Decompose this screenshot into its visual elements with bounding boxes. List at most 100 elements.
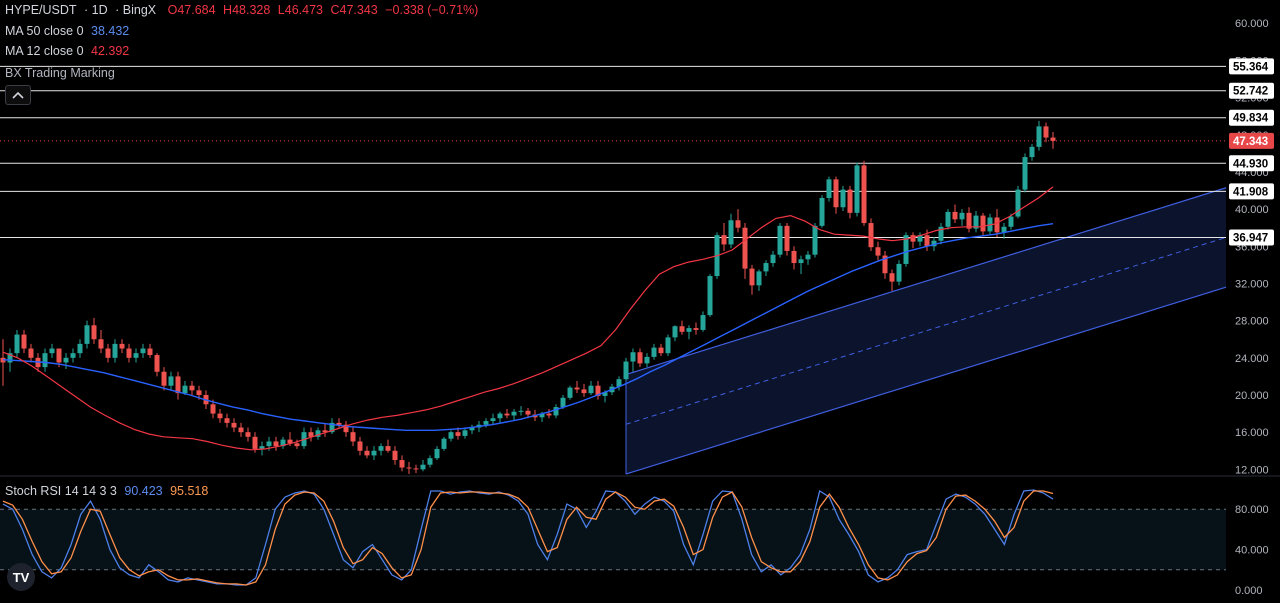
candle-body bbox=[693, 328, 699, 330]
candle-body bbox=[462, 430, 468, 436]
candle-body bbox=[413, 468, 419, 470]
level-label: 36.947 bbox=[1233, 232, 1268, 244]
candle-body bbox=[511, 411, 517, 416]
symbol-interval[interactable]: HYPE/USDT · 1D · BingX bbox=[5, 3, 157, 17]
candle-body bbox=[392, 450, 398, 461]
candle-body bbox=[777, 225, 783, 255]
candle-body bbox=[875, 247, 881, 256]
last-price-label: 47.343 bbox=[1233, 136, 1268, 148]
price-axis[interactable]: 12.00016.00020.00024.00028.00032.00036.0… bbox=[1229, 18, 1274, 476]
candle-body bbox=[245, 432, 251, 437]
candle-body bbox=[749, 268, 755, 286]
ohlc-high: H48.328 bbox=[223, 3, 271, 17]
candle-body bbox=[903, 235, 909, 264]
candle-body bbox=[105, 348, 111, 358]
candle-body bbox=[791, 250, 797, 264]
indicator-legend[interactable]: BX Trading Marking bbox=[5, 66, 115, 80]
candle-body bbox=[707, 276, 713, 316]
candle-body bbox=[336, 422, 342, 425]
candle-body bbox=[280, 439, 286, 447]
candle-body bbox=[427, 458, 433, 465]
candle-body bbox=[49, 348, 55, 354]
candle-body bbox=[504, 413, 510, 416]
candle-body bbox=[686, 328, 692, 332]
candle-body bbox=[546, 413, 552, 416]
chevron-up-icon bbox=[12, 91, 24, 99]
candle-body bbox=[364, 450, 370, 456]
candle-body bbox=[91, 325, 97, 340]
candle-body bbox=[378, 446, 384, 451]
candle-body bbox=[168, 376, 174, 386]
channel-fill bbox=[626, 187, 1226, 474]
candle-body bbox=[882, 255, 888, 274]
candle-body bbox=[924, 235, 930, 247]
channel-upper-line bbox=[625, 187, 1227, 376]
candle-body bbox=[637, 352, 643, 364]
level-badge bbox=[1229, 183, 1274, 200]
ma12-label: MA 12 close 0 bbox=[5, 44, 84, 58]
candle-body bbox=[7, 353, 13, 363]
interval-label: 1D bbox=[91, 3, 108, 17]
candle-body bbox=[259, 446, 265, 449]
candle-body bbox=[616, 379, 622, 387]
chart-legend: HYPE/USDT · 1D · BingX O47.684 H48.328 L… bbox=[5, 2, 482, 18]
ma12-line bbox=[2, 186, 1054, 451]
candle-body bbox=[161, 371, 167, 386]
stoch-rsi-label: Stoch RSI 14 14 3 3 bbox=[5, 484, 117, 498]
stoch-rsi-legend[interactable]: Stoch RSI 14 14 3 3 90.423 95.518 bbox=[5, 483, 212, 499]
level-badge bbox=[1229, 109, 1274, 126]
candle-body bbox=[133, 353, 139, 358]
candle-body bbox=[917, 235, 923, 242]
price-tick-label: 28.000 bbox=[1235, 316, 1269, 328]
tradingview-logo-icon[interactable]: TV bbox=[7, 563, 35, 591]
candle-body bbox=[854, 165, 860, 213]
candle-body bbox=[343, 424, 349, 433]
price-tick-label: 60.000 bbox=[1235, 18, 1269, 30]
collapse-legend-button[interactable] bbox=[5, 85, 31, 105]
candle-body bbox=[868, 223, 874, 248]
level-label: 55.364 bbox=[1233, 61, 1269, 73]
level-badge bbox=[1229, 155, 1274, 172]
candle-body bbox=[63, 357, 69, 363]
candle-body bbox=[308, 432, 314, 437]
candle-body bbox=[147, 348, 153, 356]
candle-body bbox=[224, 418, 230, 423]
candle-body bbox=[602, 392, 608, 396]
candle-body bbox=[763, 263, 769, 272]
ma50-value: 38.432 bbox=[91, 24, 130, 38]
candle-body bbox=[966, 212, 972, 229]
level-label: 52.742 bbox=[1233, 86, 1268, 98]
level-label: 49.834 bbox=[1233, 113, 1269, 125]
candle-body bbox=[84, 325, 90, 344]
candle-body bbox=[931, 240, 937, 247]
candle-body bbox=[490, 418, 496, 422]
candle-body bbox=[231, 422, 237, 428]
candle-body bbox=[784, 225, 790, 251]
level-badge bbox=[1229, 229, 1274, 246]
candle-body bbox=[574, 387, 580, 390]
stoch-k-line bbox=[2, 489, 1054, 586]
candle-body bbox=[889, 273, 895, 282]
candle-body bbox=[273, 441, 279, 447]
ma50-legend[interactable]: MA 50 close 0 38.432 bbox=[5, 23, 133, 39]
candle-body bbox=[651, 347, 657, 357]
candle-body bbox=[469, 427, 475, 431]
ohlc-close: C47.343 bbox=[330, 3, 378, 17]
candle-body bbox=[539, 413, 545, 418]
price-tick-label: 12.000 bbox=[1235, 464, 1269, 476]
candle-body bbox=[175, 376, 181, 394]
moving-averages bbox=[2, 186, 1054, 451]
candle-body bbox=[1043, 126, 1049, 138]
candle-body bbox=[287, 439, 293, 444]
stoch-d-line bbox=[2, 490, 1054, 586]
candle-body bbox=[497, 413, 503, 419]
stoch-tick-label: 40.000 bbox=[1235, 545, 1269, 557]
candle-body bbox=[581, 389, 587, 394]
ma12-legend[interactable]: MA 12 close 0 42.392 bbox=[5, 43, 133, 59]
candle-body bbox=[21, 334, 27, 349]
candle-body bbox=[798, 259, 804, 264]
price-tick-label: 24.000 bbox=[1235, 353, 1269, 365]
candle-body bbox=[770, 254, 776, 264]
last-price-badge bbox=[1229, 132, 1274, 149]
